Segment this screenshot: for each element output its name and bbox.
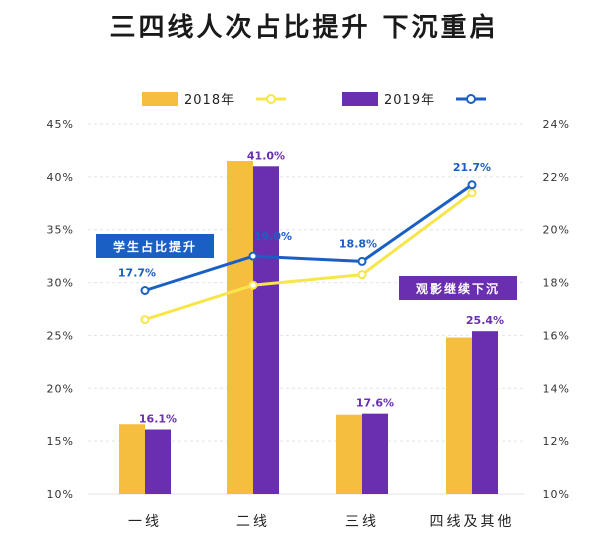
bar-series: 16.1% 41.0% 17.6% 25.4% [119, 149, 504, 495]
x-category-label: 二线 [236, 514, 270, 530]
callout-sinking-box [399, 276, 517, 300]
legend-line-2019-marker [466, 94, 476, 104]
y-left-tick-label: 10% [47, 488, 74, 501]
line-point [467, 188, 477, 198]
line-point [140, 286, 150, 295]
y-right-tick-label: 16% [543, 329, 570, 342]
line-point [140, 315, 150, 325]
callout-students: 学生占比提升 [96, 234, 214, 258]
bar-data-label: 41.0% [247, 149, 285, 162]
y-right-tick-label: 12% [543, 435, 570, 448]
line-point [357, 270, 367, 280]
y-right-tick-label: 20% [543, 224, 570, 237]
legend-bar-2019-label: 2019年 [384, 93, 435, 108]
line-2018 [144, 191, 473, 322]
chart-title: 三四线人次占比提升 下沉重启 [109, 12, 498, 43]
x-category-label: 一线 [128, 514, 162, 530]
line-point [357, 256, 367, 266]
line-data-label: 19.0% [254, 230, 292, 243]
y-axis-right: 10% 12% 14% 16% 18% 20% 22% 24% [543, 118, 570, 501]
bar-2018 [446, 337, 472, 494]
y-right-tick-label: 22% [543, 171, 570, 184]
bar-2019 [362, 413, 388, 494]
line-data-label: 17.7% [118, 267, 156, 280]
y-left-tick-label: 45% [47, 118, 74, 131]
bar-2019 [145, 429, 171, 494]
legend: 2018年 2019年 [142, 92, 486, 108]
line-2019 [144, 183, 473, 292]
y-right-tick-label: 24% [543, 118, 570, 131]
bar-2019 [472, 331, 498, 494]
legend-line-2018-marker [266, 94, 276, 104]
bar-2019 [253, 166, 279, 495]
x-category-label: 四线及其他 [430, 514, 515, 530]
bar-data-label: 17.6% [356, 397, 394, 410]
line-data-label: 21.7% [453, 161, 491, 174]
bar-data-label: 25.4% [466, 314, 504, 327]
bar-data-label: 16.1% [139, 413, 177, 426]
x-axis-categories: 一线 二线 三线 四线及其他 [128, 514, 515, 530]
legend-bar-2018-label: 2018年 [184, 93, 235, 108]
callout-students-text: 学生占比提升 [113, 239, 197, 254]
legend-bar-2019-swatch [342, 92, 378, 106]
y-right-tick-label: 10% [543, 488, 570, 501]
line-point [248, 251, 258, 261]
line-point [248, 280, 258, 290]
y-axis-left: 10% 15% 20% 25% 30% 35% 40% 45% [47, 118, 74, 501]
callout-sinking: 观影继续下沉 [399, 276, 517, 300]
callout-sinking-text: 观影继续下沉 [416, 281, 500, 296]
line-point [467, 180, 477, 190]
y-left-tick-label: 20% [47, 382, 74, 395]
bar-2018 [119, 424, 145, 494]
y-left-tick-label: 15% [47, 435, 74, 448]
legend-bar-2018-swatch [142, 92, 178, 106]
line-series: 17.7% 19.0% 18.8% 21.7% [118, 161, 491, 325]
callout-students-box [96, 234, 214, 258]
bar-2018 [227, 161, 253, 494]
y-right-tick-label: 18% [543, 277, 570, 290]
y-left-tick-label: 40% [47, 171, 74, 184]
y-right-tick-label: 14% [543, 382, 570, 395]
y-left-tick-label: 30% [47, 277, 74, 290]
y-left-tick-label: 35% [47, 224, 74, 237]
x-category-label: 三线 [345, 514, 379, 530]
bar-2018 [336, 414, 362, 494]
y-left-tick-label: 25% [47, 329, 74, 342]
line-data-label: 18.8% [339, 237, 377, 250]
